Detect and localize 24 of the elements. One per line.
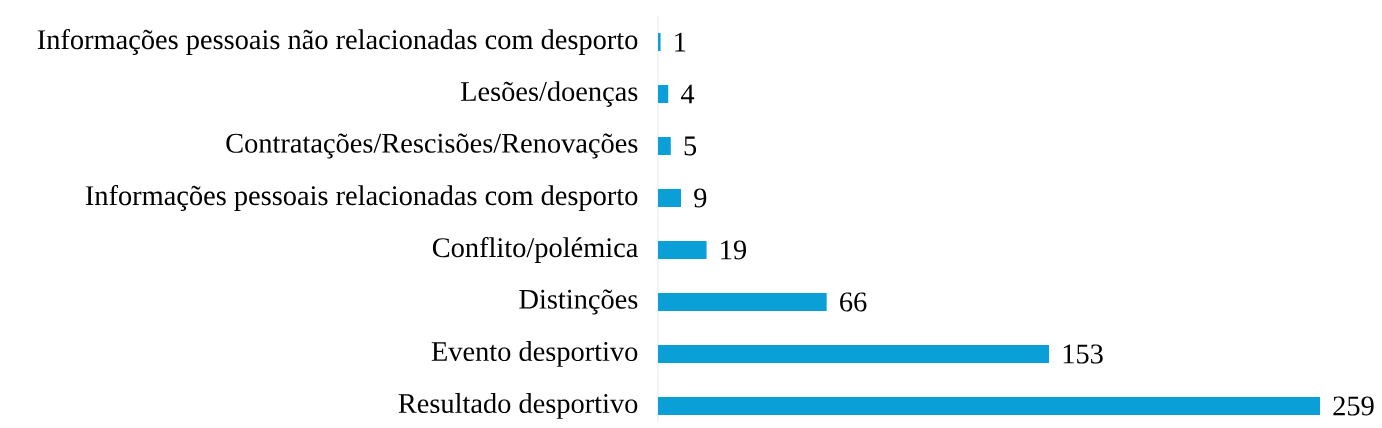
y-tick-label: Distinções: [519, 289, 638, 315]
y-tick-label: Contratações/Rescisões/Renovações: [226, 133, 638, 159]
bar: [658, 396, 1320, 415]
bar: [658, 32, 661, 51]
bar: [658, 344, 1050, 363]
data-label: 153: [1063, 344, 1103, 364]
y-tick-label: Conflito/polémica: [432, 236, 638, 263]
bar: [658, 136, 671, 155]
data-label: 5: [684, 136, 697, 156]
y-tick-label: Evento desportivo: [431, 340, 638, 367]
y-tick-label: Informações pessoais não relacionadas com desporto: [37, 28, 638, 55]
data-label: 9: [694, 188, 707, 208]
data-label: 19: [721, 240, 746, 260]
data-label: 66: [840, 292, 867, 312]
data-label: 259: [1333, 396, 1374, 416]
y-tick-label: Lesões/doenças: [460, 80, 638, 107]
data-label: 1: [675, 32, 686, 52]
bar: [658, 240, 707, 259]
y-tick-label: Informações pessoais relacionadas com desporto: [85, 184, 638, 211]
bar: [658, 188, 681, 207]
y-tick-label: Resultado desportivo: [398, 392, 638, 419]
bar: [658, 292, 827, 311]
data-label: 4: [680, 84, 695, 104]
bar: [658, 84, 669, 103]
